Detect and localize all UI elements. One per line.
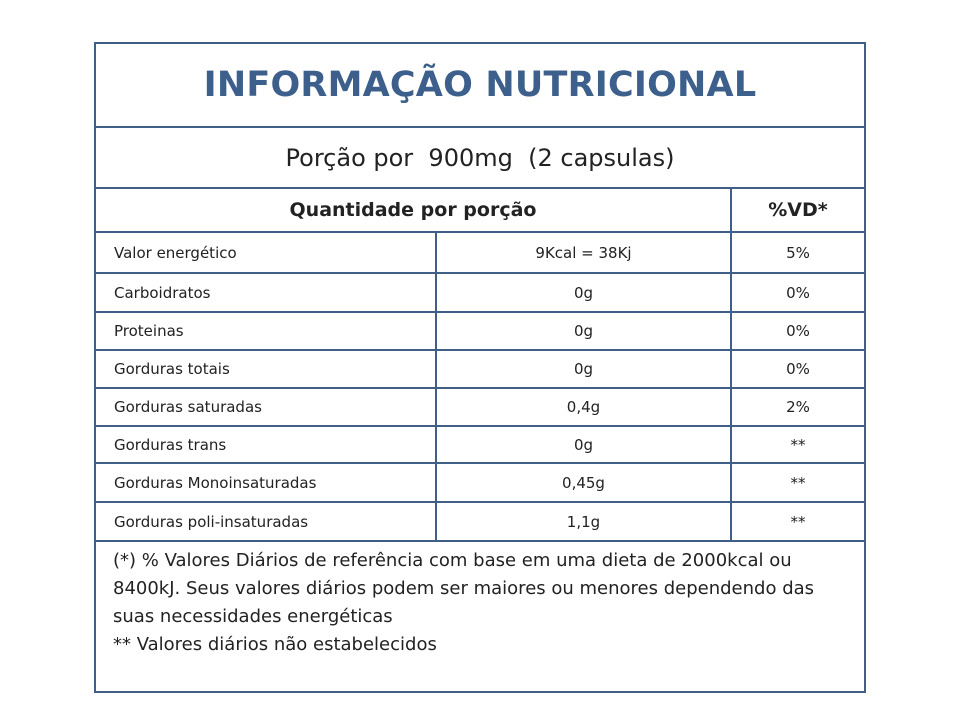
- table-row: Gorduras totais 0g 0%: [96, 351, 864, 389]
- nutrient-quantity: 0g: [437, 313, 732, 349]
- nutrition-facts-table: INFORMAÇÃO NUTRICIONAL Porção por 900mg …: [94, 42, 866, 693]
- nutrient-vd: **: [790, 473, 806, 492]
- nutrient-quantity: 0g: [437, 274, 732, 311]
- table-row: Valor energético 9Kcal = 38Kj 5%: [96, 233, 864, 274]
- nutrient-vd: **: [790, 512, 806, 531]
- nutrient-name: Gorduras Monoinsaturadas: [96, 464, 437, 501]
- nutrient-vd: 5%: [786, 243, 810, 262]
- nutrient-vd: 0%: [786, 360, 810, 378]
- nutrient-name: Gorduras trans: [96, 427, 437, 462]
- nutrient-name: Gorduras totais: [96, 351, 437, 387]
- nutrient-vd: 0%: [786, 283, 810, 302]
- nutrient-vd: **: [790, 435, 806, 454]
- column-header-row: Quantidade por porção %VD*: [96, 189, 864, 233]
- nutrient-name: Proteinas: [96, 313, 437, 349]
- table-row: Proteinas 0g 0%: [96, 313, 864, 351]
- column-header-vd: %VD*: [768, 199, 828, 221]
- footnotes: (*) % Valores Diários de referência com …: [113, 547, 853, 659]
- column-header-quantity: Quantidade por porção: [96, 189, 732, 231]
- nutrient-quantity: 0g: [437, 351, 732, 387]
- nutrient-rows: Valor energético 9Kcal = 38Kj 5% Carboid…: [96, 233, 864, 542]
- title-row: INFORMAÇÃO NUTRICIONAL: [96, 44, 864, 128]
- nutrient-quantity: 9Kcal = 38Kj: [437, 233, 732, 272]
- table-row: Gorduras trans 0g **: [96, 427, 864, 464]
- nutrient-vd: 0%: [786, 322, 810, 340]
- nutrient-quantity: 0,45g: [437, 464, 732, 501]
- table-row: Gorduras Monoinsaturadas 0,45g **: [96, 464, 864, 503]
- portion-row: Porção por 900mg (2 capsulas): [96, 128, 864, 189]
- table-row: Gorduras poli-insaturadas 1,1g **: [96, 503, 864, 542]
- portion-size: Porção por 900mg (2 capsulas): [285, 143, 675, 172]
- nutrient-vd: 2%: [786, 398, 810, 416]
- vd-footnote: (*) % Valores Diários de referência com …: [113, 550, 815, 627]
- not-established-footnote: ** Valores diários não estabelecidos: [113, 634, 437, 655]
- nutrient-quantity: 0,4g: [437, 389, 732, 425]
- nutrient-quantity: 0g: [437, 427, 732, 462]
- nutrient-name: Carboidratos: [96, 274, 437, 311]
- nutrient-name: Gorduras saturadas: [96, 389, 437, 425]
- table-row: Carboidratos 0g 0%: [96, 274, 864, 313]
- nutrient-quantity: 1,1g: [437, 503, 732, 540]
- nutrient-name: Gorduras poli-insaturadas: [96, 503, 437, 540]
- table-row: Gorduras saturadas 0,4g 2%: [96, 389, 864, 427]
- nutrient-name: Valor energético: [96, 233, 437, 272]
- table-title: INFORMAÇÃO NUTRICIONAL: [203, 65, 757, 105]
